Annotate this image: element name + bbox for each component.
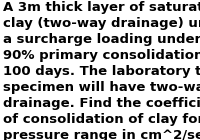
Text: A 3m thick layer of saturated
clay (two-way drainage) under
a surcharge loading : A 3m thick layer of saturated clay (two-… [3, 1, 200, 140]
